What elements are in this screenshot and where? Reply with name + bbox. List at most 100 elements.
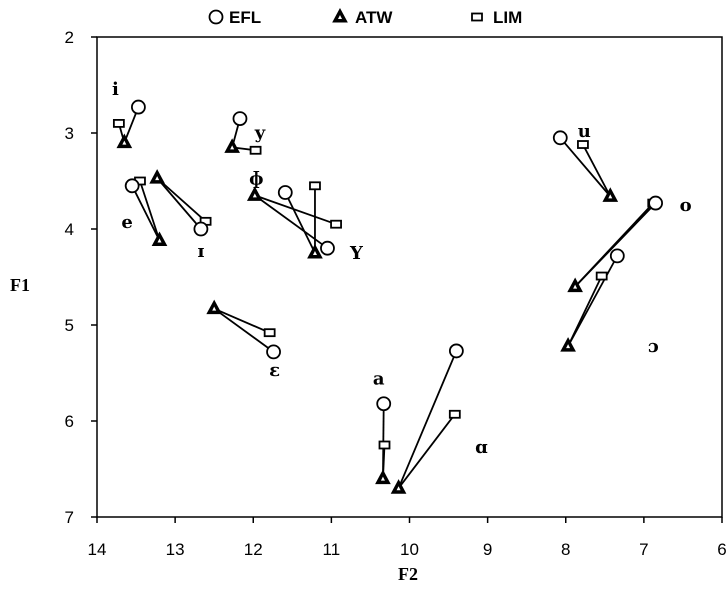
link-lim-atw (156, 177, 207, 222)
point-efl (124, 178, 140, 194)
triangle-inner (212, 306, 217, 311)
triangle-inner (157, 238, 162, 243)
point-lim (263, 328, 276, 338)
triangle-inner (338, 15, 342, 19)
point-efl (320, 240, 335, 256)
point-atw (116, 133, 133, 149)
x-tick-label: 9 (483, 540, 492, 559)
point-efl (552, 130, 568, 146)
vowel-labels: i y e ɪ ɸ Yε u o ɔ a ɑ (112, 79, 692, 458)
link-efl-atw (397, 350, 458, 489)
link-lim-atw (582, 144, 612, 197)
x-tick-label: 10 (400, 540, 419, 559)
x-axis-title: F2 (398, 564, 418, 584)
x-tick-label: 6 (717, 540, 726, 559)
point-efl (277, 185, 293, 200)
vowel-markers (112, 99, 663, 494)
point-atw (602, 187, 619, 202)
vowel-label: u (578, 121, 591, 142)
point-lim (595, 271, 608, 281)
legend: EFL ATW LIM (208, 7, 522, 27)
point-atw (224, 138, 240, 153)
link-efl-atw (284, 192, 316, 254)
legend-marker-efl (208, 9, 224, 25)
point-atw (375, 469, 391, 485)
triangle-inner (608, 194, 613, 199)
y-tick-label: 3 (65, 124, 74, 143)
point-atw (149, 169, 165, 184)
point-efl (376, 396, 392, 412)
triangle-inner (122, 140, 127, 145)
point-lim (309, 181, 321, 191)
point-lim (577, 140, 589, 149)
y-tick-label: 7 (65, 508, 74, 527)
vowel-label: ɔ (648, 336, 659, 357)
link-efl-atw (254, 194, 328, 249)
vowel-label: ɪ (197, 241, 204, 262)
legend-label-efl: EFL (229, 8, 261, 27)
triangle-inner (396, 486, 401, 491)
point-efl (131, 99, 146, 115)
legend-marker-atw (332, 7, 348, 23)
point-lim (112, 119, 125, 128)
x-axis: 14 13 12 11 10 9 8 7 6 (88, 517, 727, 559)
y-axis: 2 3 4 5 6 7 (65, 28, 97, 527)
link-lim-atw (567, 275, 603, 347)
triangle-inner (380, 476, 385, 481)
triangle-inner (230, 145, 235, 150)
vowel-label: i (112, 79, 119, 100)
point-lim (448, 409, 461, 419)
vowel-label: a (373, 369, 385, 390)
link-lim-atw (254, 194, 337, 226)
link-lim-atw (574, 202, 654, 288)
vowel-label: ɑ (475, 437, 488, 458)
triangle-inner (573, 284, 578, 289)
link-lim-atw (397, 413, 456, 489)
point-lim (330, 219, 342, 229)
point-efl (266, 344, 281, 360)
triangle-inner (312, 251, 317, 255)
link-efl-atw (131, 185, 161, 241)
y-tick-label: 2 (65, 28, 74, 47)
point-atw (390, 479, 407, 494)
point-efl (232, 111, 248, 126)
point-atw (151, 231, 168, 247)
point-atw (246, 186, 263, 201)
x-tick-label: 11 (323, 540, 341, 559)
point-efl (648, 195, 663, 211)
point-atw (567, 277, 583, 293)
legend-marker-lim (471, 12, 483, 22)
y-tick-label: 6 (65, 412, 74, 431)
link-lim-atw (213, 307, 271, 334)
y-tick-label: 5 (65, 316, 74, 335)
x-tick-label: 7 (639, 540, 648, 559)
x-tick-label: 14 (88, 540, 107, 559)
link-lim-atw (139, 180, 161, 241)
point-efl (448, 343, 464, 359)
vowel-label: ɸ (249, 169, 263, 190)
vowel-label: ε (269, 360, 280, 381)
vowel-label: Y (349, 243, 364, 264)
plot-frame (96, 36, 723, 518)
link-efl-atw (559, 137, 611, 197)
vowel-links (118, 106, 657, 489)
x-tick-label: 12 (244, 540, 263, 559)
triangle-inner (155, 176, 160, 181)
point-efl (193, 221, 209, 237)
y-tick-label: 4 (65, 220, 74, 239)
legend-label-lim: LIM (493, 8, 522, 27)
x-tick-label: 8 (561, 540, 570, 559)
point-atw (206, 299, 223, 315)
vowel-label: o (680, 195, 692, 216)
point-efl (609, 248, 625, 264)
triangle-inner (252, 193, 257, 198)
point-atw (560, 337, 576, 352)
x-tick-label: 13 (166, 540, 185, 559)
triangle-inner (566, 344, 571, 349)
point-lim (249, 145, 262, 155)
link-efl-atw (156, 177, 202, 230)
vowel-label: e (121, 212, 132, 233)
link-efl-atw (213, 307, 275, 353)
point-lim (378, 440, 391, 450)
